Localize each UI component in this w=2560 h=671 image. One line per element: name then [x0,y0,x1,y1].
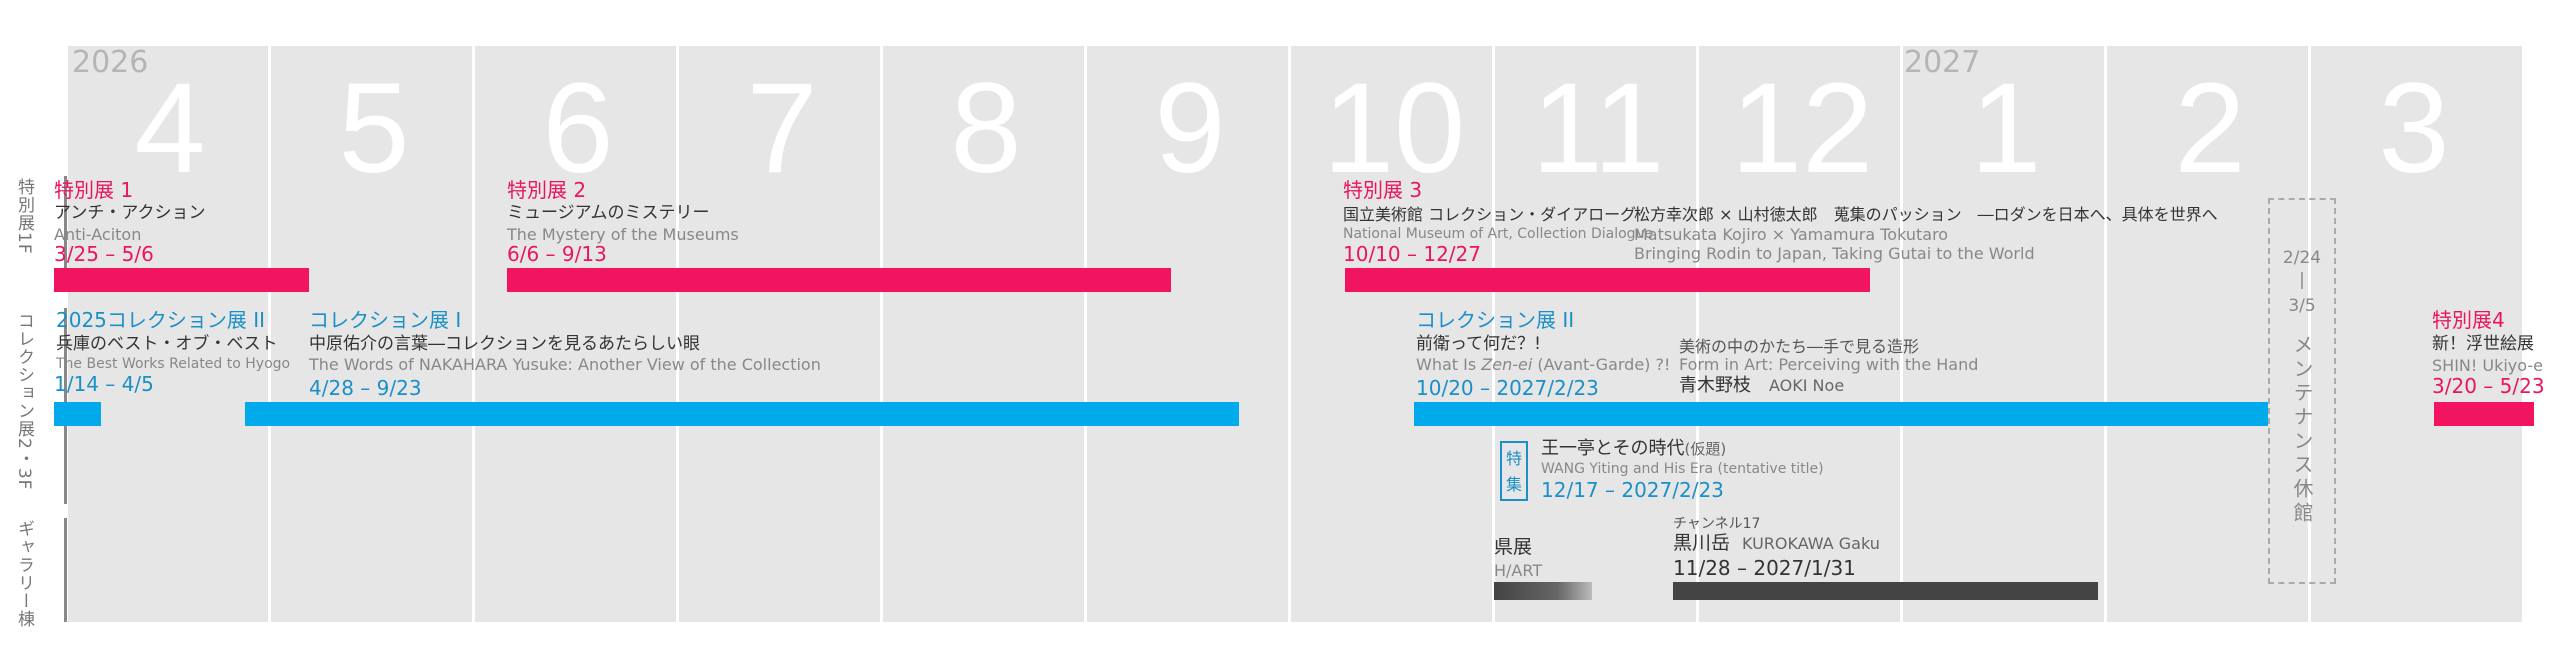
col2b-artist-en: AOKI Noe [1769,376,1845,395]
month-separator [2308,46,2311,622]
sp3-title-b: 松方幸次郎 × 山村徳太郎 蒐集のパッション ―ロダンを日本へ、具体を世界へ [1634,205,2218,224]
col2025-title: 兵庫のベスト・オブ・ベスト [56,334,278,354]
sp3-dates: 10/10 – 12/27 [1343,242,1481,266]
axis-line-gallery [64,518,67,622]
kenten-subtitle: H/ART [1494,561,1543,580]
sp2-subtitle: The Mystery of the Museums [507,225,739,244]
month-separator [1084,46,1087,622]
col2-subtitle-em: Zen-ei [1481,355,1533,374]
col2-subtitle-pre: What Is [1416,355,1482,374]
sp3-title-a: 国立美術館 コレクション・ダイアローグ [1343,205,1637,224]
floor-label-special: 特別展1F [14,178,34,255]
month-separator [472,46,475,622]
col2-category: コレクション展 II [1416,308,1575,332]
month-separator [880,46,883,622]
floor-label-gallery: ギャラリー棟 [14,520,34,628]
sp1-subtitle: Anti-Aciton [54,225,142,244]
month-label: 10 [1322,57,1466,200]
col2b-subtitle: Form in Art: Perceiving with the Hand [1679,355,1979,374]
feature-badge: 特集 [1500,441,1528,501]
month-separator [1696,46,1699,622]
col2025-bar [54,402,101,426]
col2025-dates: 1/14 – 4/5 [54,372,154,396]
col2025-subtitle: The Best Works Related to Hyogo [56,356,291,372]
maintenance-box [2268,198,2336,584]
month-separator [1288,46,1291,622]
col1-title: 中原佑介の言葉―コレクションを見るあたらしい眼 [309,334,700,354]
kurokawa-channel: チャンネル17 [1673,516,1761,532]
sp4-dates: 3/20 – 5/23 [2432,374,2545,398]
year-label-2026: 2026 [72,45,149,80]
kenten-bar [1494,582,1592,600]
kenten-title: 県展 [1494,536,1533,558]
sp1-title: アンチ・アクション [54,203,206,223]
month-label: 4 [134,57,206,200]
col2b-title: 美術の中のかたち―手で見る造形 [1679,337,1920,356]
sp2-title: ミュージアムのミステリー [507,203,710,223]
col2-subtitle-post: (Avant-Garde) ?! [1532,355,1671,374]
sp2-bar [507,268,1171,292]
col2b-artist: 青木野枝 AOKI Noe [1679,375,1844,396]
col2-subtitle: What Is Zen-ei (Avant-Garde) ?! [1416,355,1670,374]
maintenance-start: 2/24 [2282,248,2322,268]
axis-line-special [64,176,67,284]
floor-label-collection: コレクション展2・3F [14,312,34,491]
sp3-subtitle-b2: Bringing Rodin to Japan, Taking Gutai to… [1634,244,2035,263]
sp4-title: 新！浮世絵展 [2432,334,2534,354]
month-separator [676,46,679,622]
sp4-category: 特別展4 [2432,308,2505,332]
sp1-category: 特別展 1 [54,178,134,202]
col2b-artist-name: 青木野枝 [1679,375,1751,396]
month-label: 3 [2378,57,2450,200]
feature-dates: 12/17 – 2027/2/23 [1541,478,1724,502]
month-label: 8 [950,57,1022,200]
month-label: 2 [2174,57,2246,200]
month-label: 12 [1730,57,1874,200]
col1-dates: 4/28 – 9/23 [309,376,422,400]
month-label: 11 [1531,57,1665,200]
sp1-dates: 3/25 – 5/6 [54,242,154,266]
month-separator [1492,46,1495,622]
col1-bar [245,402,1239,426]
kurokawa-title-ja: 黒川岳 [1673,532,1731,554]
col1-subtitle: The Words of NAKAHARA Yusuke: Another Vi… [309,355,821,374]
col2-title: 前衛って何だ？! [1416,334,1541,354]
month-label: 9 [1154,57,1226,200]
kurokawa-dates: 11/28 – 2027/1/31 [1673,556,1856,580]
kurokawa-title-en: KUROKAWA Gaku [1742,534,1880,553]
sp3-subtitle-b1: Matsukata Kojiro × Yamamura Tokutaro [1634,225,1949,244]
col2-dates: 10/20 – 2027/2/23 [1416,376,1599,400]
month-label: 6 [542,57,614,200]
feature-title-note: (仮題) [1684,440,1727,458]
sp3-bar [1345,268,1870,292]
kurokawa-bar [1673,582,2098,600]
month-label: 7 [746,57,818,200]
kurokawa-title: 黒川岳 KUROKAWA Gaku [1673,533,1880,554]
sp3-category: 特別展 3 [1343,178,1423,202]
sp4-subtitle: SHIN! Ukiyo-e [2432,356,2543,375]
col2-bar [1414,402,2268,426]
maintenance-end: 3/5 [2288,296,2316,316]
year-label-2027: 2027 [1904,45,1981,80]
feature-subtitle: WANG Yiting and His Era (tentative title… [1541,461,1824,477]
feature-title-main: 王一亭とその時代 [1541,438,1685,459]
sp2-category: 特別展 2 [507,178,587,202]
month-separator [268,46,271,622]
sp1-bar [54,268,309,292]
month-label: 5 [338,57,410,200]
maintenance-dash: | [2299,270,2305,290]
col1-category: コレクション展 I [309,308,462,332]
month-separator [1900,46,1903,622]
sp2-dates: 6/6 – 9/13 [507,242,607,266]
feature-title: 王一亭とその時代(仮題) [1541,438,1726,460]
maintenance-label: メンテナンス休館 [2290,334,2314,526]
col2025-category: 2025コレクション展 II [56,308,266,332]
sp4-bar [2434,402,2534,426]
month-label: 1 [1970,57,2042,200]
timeline-grid: 4 5 6 7 8 9 10 11 12 1 2 3 [68,46,2522,622]
sp3-subtitle-a: National Museum of Art, Collection Dialo… [1343,226,1654,242]
month-separator [2104,46,2107,622]
